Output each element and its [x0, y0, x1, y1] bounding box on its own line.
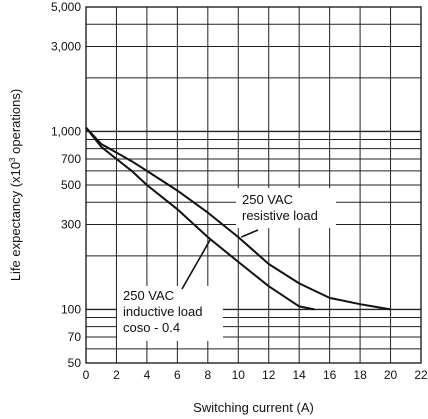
y-tick-label: 70: [68, 330, 82, 344]
x-tick-label: 14: [293, 368, 307, 382]
x-tick-label: 6: [174, 368, 181, 382]
inductive-label-leader: [181, 238, 212, 290]
y-tick-label: 100: [61, 302, 81, 316]
x-tick-label: 10: [232, 368, 246, 382]
x-tick-label: 18: [353, 368, 367, 382]
data-series: [85, 126, 391, 311]
inductive-label-line: 250 VAC: [123, 288, 174, 303]
y-tick-label: 300: [61, 217, 81, 231]
x-tick-labels: 0 2 4 6 8 10 12 14 16 18 20 22: [83, 368, 428, 382]
y-tick-label: 3,000: [51, 39, 81, 53]
y-axis-label: Life expectancy (x103 operations): [8, 89, 23, 281]
x-tick-label: 4: [144, 368, 151, 382]
plot-frame: [85, 6, 422, 364]
y-axis-label-exponent: 3: [8, 157, 17, 162]
y-tick-label: 700: [61, 152, 81, 166]
resistive-load-curve: [85, 126, 391, 311]
y-tick-label: 5,000: [51, 0, 81, 14]
x-tick-label: 20: [384, 368, 398, 382]
resistive-label-line: 250 VAC: [242, 192, 293, 207]
inductive-label-line: inductive load: [123, 304, 203, 319]
x-axis-label: Switching current (A): [193, 400, 314, 415]
x-tick-label: 22: [414, 368, 428, 382]
x-tick-label: 2: [113, 368, 120, 382]
resistive-label-leader: [241, 229, 259, 238]
resistive-label-line: resistive load: [242, 208, 318, 223]
inductive-label-bg: [117, 286, 223, 341]
y-axis-label-main: Life expectancy (x10: [8, 162, 23, 281]
y-axis-label-tail: operations): [8, 89, 23, 158]
inductive-load-curve: [85, 126, 315, 311]
y-tick-label: 1,000: [51, 124, 81, 138]
y-tick-label: 500: [61, 178, 81, 192]
resistive-label-bg: [236, 188, 336, 228]
inductive-label-line: coso - 0.4: [123, 320, 180, 335]
x-tick-label: 8: [204, 368, 211, 382]
y-tick-label: 50: [68, 356, 82, 370]
x-tick-label: 12: [262, 368, 276, 382]
x-tick-label: 16: [323, 368, 337, 382]
y-tick-labels: 50 70 100 300 500 700 1,000 3,000 5,000: [51, 0, 81, 370]
x-tick-label: 0: [83, 368, 90, 382]
